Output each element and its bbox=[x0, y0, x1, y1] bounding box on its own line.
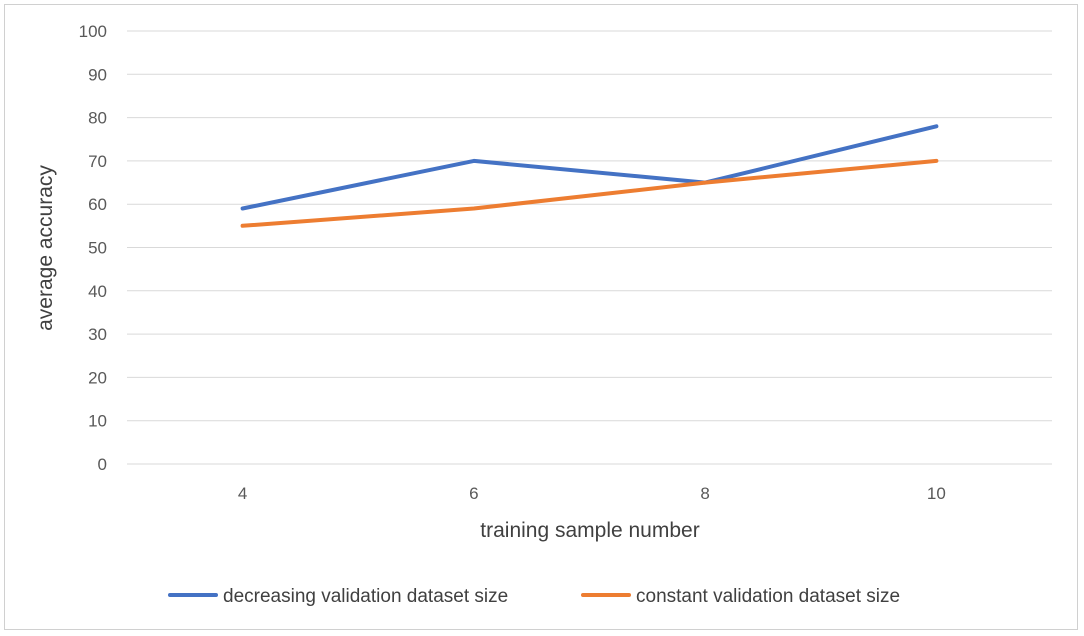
y-tick-label: 10 bbox=[88, 412, 107, 431]
x-tick-label: 10 bbox=[927, 484, 946, 503]
y-tick-label: 80 bbox=[88, 109, 107, 128]
legend-label-2: constant validation dataset size bbox=[636, 586, 900, 607]
y-tick-label: 0 bbox=[98, 455, 107, 474]
x-axis-ticks: 4 6 8 10 bbox=[238, 484, 946, 503]
y-tick-label: 70 bbox=[88, 152, 107, 171]
y-axis-title: average accuracy bbox=[34, 165, 57, 331]
x-tick-label: 4 bbox=[238, 484, 247, 503]
series-lines bbox=[240, 124, 939, 228]
series-line-2 bbox=[240, 158, 939, 228]
y-tick-label: 60 bbox=[88, 195, 107, 214]
legend-label-1: decreasing validation dataset size bbox=[223, 586, 508, 607]
series-line-1 bbox=[240, 124, 939, 211]
x-tick-label: 6 bbox=[469, 484, 478, 503]
x-tick-label: 8 bbox=[700, 484, 709, 503]
x-axis-title: training sample number bbox=[480, 519, 699, 542]
y-tick-label: 20 bbox=[88, 368, 107, 387]
y-tick-label: 100 bbox=[79, 22, 107, 41]
y-tick-label: 90 bbox=[88, 65, 107, 84]
y-tick-label: 30 bbox=[88, 325, 107, 344]
y-axis-ticks: 0 10 20 30 40 50 60 70 80 90 100 bbox=[79, 22, 107, 474]
chart-frame bbox=[4, 4, 1078, 630]
legend: decreasing validation dataset size consta… bbox=[168, 586, 900, 607]
gridlines bbox=[127, 30, 1052, 465]
y-tick-label: 50 bbox=[88, 239, 107, 258]
y-tick-label: 40 bbox=[88, 282, 107, 301]
